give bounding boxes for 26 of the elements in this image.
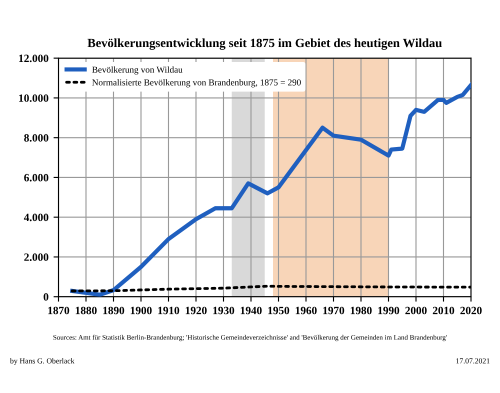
x-tick-label: 1870 <box>48 306 70 314</box>
x-tick-label: 1940 <box>240 306 262 314</box>
x-tick-label: 1990 <box>378 306 400 314</box>
x-tick-label: 2000 <box>405 306 427 314</box>
y-tick-label: 2.000 <box>24 253 48 261</box>
x-tick-label: 1980 <box>350 306 372 314</box>
x-tick-label: 1890 <box>103 306 124 314</box>
x-tick-label: 2020 <box>460 306 482 314</box>
x-tick-label: 1910 <box>158 306 180 314</box>
y-tick-label: 12.000 <box>19 54 48 62</box>
y-tick-label: 6.000 <box>24 174 48 182</box>
y-tick-label: 10.000 <box>19 94 48 102</box>
y-tick-label: 4.000 <box>24 214 48 222</box>
x-tick-label: 1930 <box>213 306 234 314</box>
legend-label: Normalisierte Bevölkerung von Brandenburg, 1875 = 290 <box>92 79 301 88</box>
x-tick-label: 1970 <box>323 306 344 314</box>
x-tick-label: 1900 <box>130 306 152 314</box>
x-tick-label: 1880 <box>76 306 97 314</box>
legend-label: Bevölkerung von Wildau <box>92 66 182 75</box>
x-tick-label: 1950 <box>268 306 290 314</box>
y-tick-label: 8.000 <box>24 134 48 142</box>
x-tick-label: 2010 <box>432 306 454 314</box>
x-tick-label: 1920 <box>186 306 207 314</box>
x-tick-label: 1960 <box>296 306 317 314</box>
y-tick-label: 0 <box>44 293 48 301</box>
chart-title: Bevölkerungsentwicklung seit 1875 im Gebiet des heutigen Wildau <box>88 38 442 50</box>
